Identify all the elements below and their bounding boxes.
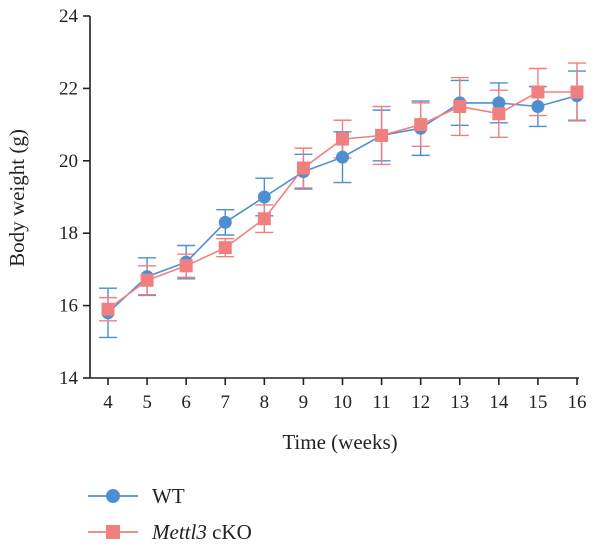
y-tick-label: 16 bbox=[59, 296, 78, 317]
y-axis-title: Body weight (g) bbox=[5, 129, 29, 267]
x-tick-label: 12 bbox=[411, 392, 430, 413]
data-point-wt bbox=[492, 96, 506, 110]
legend-label-text: WT bbox=[152, 484, 185, 508]
x-tick-label: 10 bbox=[333, 392, 352, 413]
legend-item-mettl3-cko: Mettl3 cKO bbox=[88, 520, 252, 544]
legend-label-italic: Mettl3 bbox=[151, 520, 207, 544]
data-point-mettl3-cko bbox=[257, 212, 271, 226]
data-point-mettl3-cko bbox=[414, 118, 428, 132]
data-point-mettl3-cko bbox=[101, 302, 115, 316]
y-tick-label: 24 bbox=[59, 6, 79, 27]
y-tick-label: 18 bbox=[59, 223, 78, 244]
y-tick-label: 22 bbox=[59, 78, 78, 99]
y-tick-label: 14 bbox=[59, 368, 79, 389]
data-point-mettl3-cko bbox=[453, 100, 467, 113]
x-tick-label: 5 bbox=[142, 392, 152, 413]
x-tick-label: 13 bbox=[450, 392, 469, 413]
data-point-mettl3-cko bbox=[531, 85, 545, 99]
legend-item-wt: WT bbox=[88, 484, 185, 508]
x-tick-label: 16 bbox=[568, 392, 587, 413]
legend: WT Mettl3 cKO bbox=[88, 484, 252, 544]
data-point-mettl3-cko bbox=[296, 161, 310, 175]
x-tick-label: 8 bbox=[260, 392, 270, 413]
x-tick-label: 11 bbox=[372, 392, 390, 413]
axes: 14 16 18 20 22 24 4 5 6 7 8 9 10 11 12 13 14 15 16 bbox=[59, 6, 587, 413]
x-tick-label: 9 bbox=[299, 392, 309, 413]
data-point-wt bbox=[218, 215, 232, 229]
legend-marker-circle bbox=[106, 489, 120, 503]
x-axis-title: Time (weeks) bbox=[282, 430, 397, 454]
data-point-mettl3-cko bbox=[336, 132, 349, 146]
data-point-wt bbox=[257, 190, 271, 204]
data-point-mettl3-cko bbox=[218, 241, 232, 255]
legend-label-text: cKO bbox=[207, 520, 252, 544]
data-point-mettl3-cko bbox=[570, 85, 584, 99]
series-markers bbox=[101, 85, 584, 320]
x-tick-label: 6 bbox=[181, 392, 191, 413]
data-point-wt bbox=[336, 150, 349, 164]
x-tick-label: 14 bbox=[489, 392, 509, 413]
legend-label: Mettl3 cKO bbox=[151, 520, 252, 544]
data-point-mettl3-cko bbox=[179, 259, 193, 273]
y-tick-label: 20 bbox=[59, 151, 78, 172]
data-point-mettl3-cko bbox=[492, 107, 506, 121]
data-point-mettl3-cko bbox=[140, 273, 154, 287]
legend-marker-square bbox=[106, 525, 120, 539]
x-tick-label: 15 bbox=[528, 392, 547, 413]
x-tick-label: 4 bbox=[103, 392, 113, 413]
data-point-mettl3-cko bbox=[375, 128, 389, 142]
x-tick-label: 7 bbox=[221, 392, 231, 413]
data-point-wt bbox=[531, 100, 545, 113]
legend-label: WT bbox=[152, 484, 185, 508]
